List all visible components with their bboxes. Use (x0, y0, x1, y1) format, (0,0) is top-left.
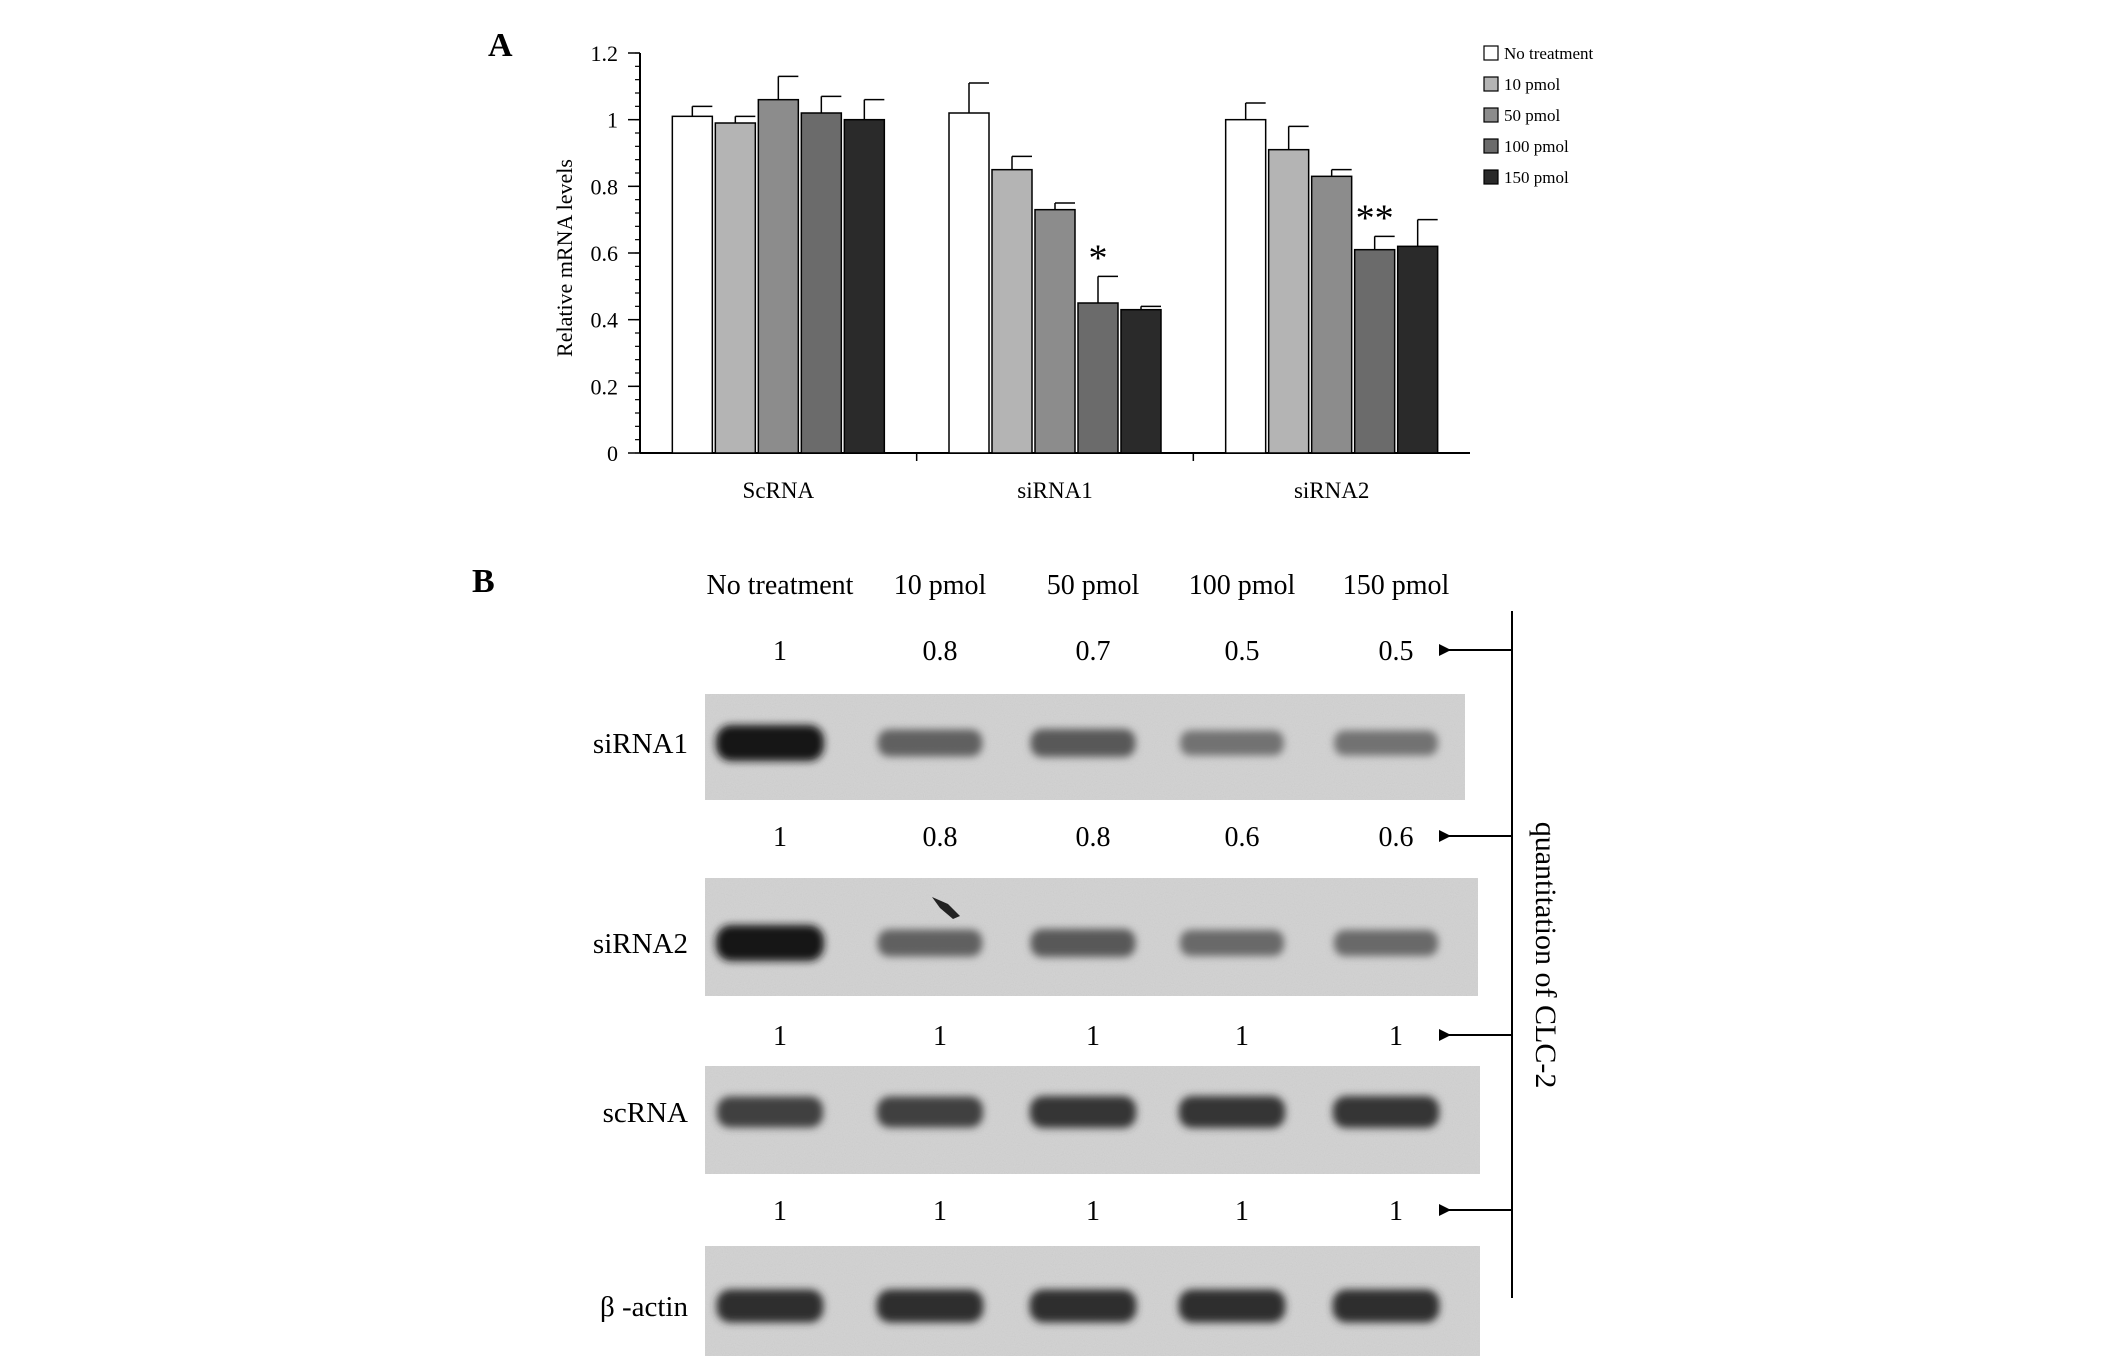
blot-column-header: 50 pmol (1047, 570, 1140, 601)
quantitation-value: 1 (773, 636, 787, 667)
blot-band (1332, 1289, 1440, 1323)
quantitation-value: 0.8 (923, 822, 958, 853)
blot-band (1334, 930, 1438, 956)
blot-band (716, 925, 824, 961)
bar (1224, 118, 1267, 454)
blot-row-label: siRNA1 (593, 728, 688, 760)
quantitation-value: 1 (1235, 1021, 1249, 1052)
bar (948, 112, 990, 454)
quantitation-value: 0.8 (923, 636, 958, 667)
blot-band (877, 929, 983, 957)
bar (1120, 308, 1162, 454)
bar (843, 118, 886, 454)
significance-marker: ** (1356, 197, 1394, 239)
bar (1310, 175, 1353, 454)
blot-column-header: 150 pmol (1343, 570, 1450, 601)
x-tick-label: siRNA2 (1294, 478, 1369, 503)
quantitation-value: 1 (933, 1196, 947, 1227)
blot-column-header: 100 pmol (1189, 570, 1296, 601)
x-tick-label: ScRNA (743, 478, 815, 503)
blot-row-label: β -actin (600, 1291, 689, 1323)
bar (1353, 248, 1396, 454)
blot-band (1180, 730, 1284, 756)
quantitation-value: 1 (1086, 1021, 1100, 1052)
bar (757, 98, 800, 454)
y-tick-label: 0.2 (591, 374, 619, 399)
blot-band (1029, 1096, 1137, 1128)
quantitation-value: 1 (933, 1021, 947, 1052)
blot-band (1332, 1096, 1440, 1128)
bar (1267, 148, 1310, 454)
bar (1396, 245, 1439, 454)
quantitation-value: 0.5 (1225, 636, 1260, 667)
legend-label: 150 pmol (1504, 168, 1569, 187)
y-axis-label: Relative mRNA levels (552, 159, 577, 357)
bar (991, 168, 1033, 454)
quantitation-value: 1 (1235, 1196, 1249, 1227)
blot-column-header: No treatment (707, 570, 854, 601)
bar (1077, 302, 1119, 454)
quantitation-value: 0.5 (1379, 636, 1414, 667)
legend-label: 10 pmol (1504, 75, 1560, 94)
legend-swatch (1483, 107, 1499, 123)
blot-band (1334, 730, 1438, 756)
legend-swatch (1483, 169, 1499, 185)
panel-a-letter: A (488, 27, 513, 64)
western-blot: No treatment 10 pmol 50 pmol 100 pmol 150 pm… (593, 570, 1562, 1356)
gel-artifact (932, 897, 960, 919)
bar (714, 122, 757, 454)
significance-marker: * (1089, 237, 1108, 279)
blot-column-header: 10 pmol (894, 570, 987, 601)
quantitation-value: 1 (1389, 1196, 1403, 1227)
blot-band (717, 1096, 823, 1128)
blot-band (877, 729, 983, 757)
blot-band (716, 725, 824, 761)
blot-band (1029, 1289, 1137, 1323)
quantitation-value: 0.6 (1225, 822, 1260, 853)
y-tick-label: 1.2 (591, 41, 619, 66)
blot-band (877, 1096, 983, 1128)
blot-row-label: scRNA (603, 1097, 688, 1129)
quantitation-value: 0.6 (1379, 822, 1414, 853)
y-tick-label: 0.4 (591, 308, 619, 333)
legend-label: 50 pmol (1504, 106, 1560, 125)
quantitation-value: 0.8 (1076, 822, 1111, 853)
bar (1034, 208, 1076, 454)
blot-band (1030, 729, 1136, 757)
bar-chart: 0 0.2 0.4 0.6 0.8 1 1.2 Relative mRNA levels ScR… (552, 41, 1593, 503)
bar (671, 115, 714, 454)
quantitation-value: 1 (773, 1021, 787, 1052)
y-tick-label: 0.8 (591, 174, 619, 199)
quantitation-label: quantitation of CLC-2 (1529, 822, 1562, 1089)
bar (800, 112, 843, 454)
blot-band (716, 1289, 824, 1323)
y-tick-label: 0.6 (591, 241, 619, 266)
blot-band (1030, 929, 1136, 957)
panel-b-letter: B (472, 563, 495, 600)
legend-label: No treatment (1504, 44, 1593, 63)
quantitation-value: 1 (773, 822, 787, 853)
legend-swatch (1483, 76, 1499, 92)
x-tick-label: siRNA1 (1017, 478, 1092, 503)
legend-swatch (1483, 45, 1499, 61)
legend-swatch (1483, 138, 1499, 154)
y-tick-label: 1 (607, 108, 618, 133)
quantitation-value: 1 (1389, 1021, 1403, 1052)
blot-band (1180, 930, 1284, 956)
blot-band (1178, 1096, 1286, 1128)
blot-band (876, 1289, 984, 1323)
y-tick-label: 0 (607, 441, 618, 466)
blot-row-label: siRNA2 (593, 928, 688, 960)
quantitation-value: 1 (1086, 1196, 1100, 1227)
quantitation-value: 0.7 (1076, 636, 1111, 667)
quantitation-value: 1 (773, 1196, 787, 1227)
legend-label: 100 pmol (1504, 137, 1569, 156)
blot-band (1178, 1289, 1286, 1323)
